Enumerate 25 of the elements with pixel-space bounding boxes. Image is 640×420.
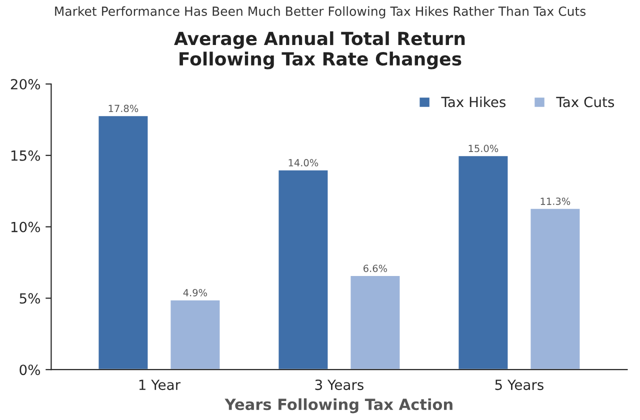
y-tick-label: 0% (20, 364, 40, 376)
legend-label: Tax Hikes (441, 96, 506, 108)
data-label: 6.6% (364, 264, 388, 272)
data-label: 11.3% (540, 198, 570, 205)
bar (97, 114, 150, 370)
y-tick-label: 10% (11, 222, 40, 232)
chart-subtitle: Market Performance Has Been Much Better Following Tax Hikes Rather Than Tax Cuts (55, 6, 586, 18)
y-tick-label: 20% (10, 78, 40, 90)
x-axis-title: Years Following Tax Action (224, 398, 452, 414)
data-label: 15.0% (468, 144, 498, 152)
data-label: 17.8% (108, 104, 138, 112)
bar (349, 274, 402, 370)
x-tick-label: 1 Year (139, 380, 181, 390)
bar (169, 298, 222, 370)
bar (529, 208, 582, 370)
legend-label: Tax Cuts (556, 96, 614, 108)
bar (457, 154, 510, 370)
bar (277, 168, 330, 370)
data-label: 4.9% (183, 289, 208, 296)
y-tick-label: 15% (11, 150, 40, 161)
data-label: 14.0% (288, 159, 318, 166)
y-tick-label: 5% (20, 293, 40, 304)
chart-title: Average Annual Total Return Following Tax Rate Changes (174, 31, 465, 70)
x-tick-label: 3 Years (315, 380, 364, 390)
x-tick-label: 5 Years (495, 380, 544, 390)
